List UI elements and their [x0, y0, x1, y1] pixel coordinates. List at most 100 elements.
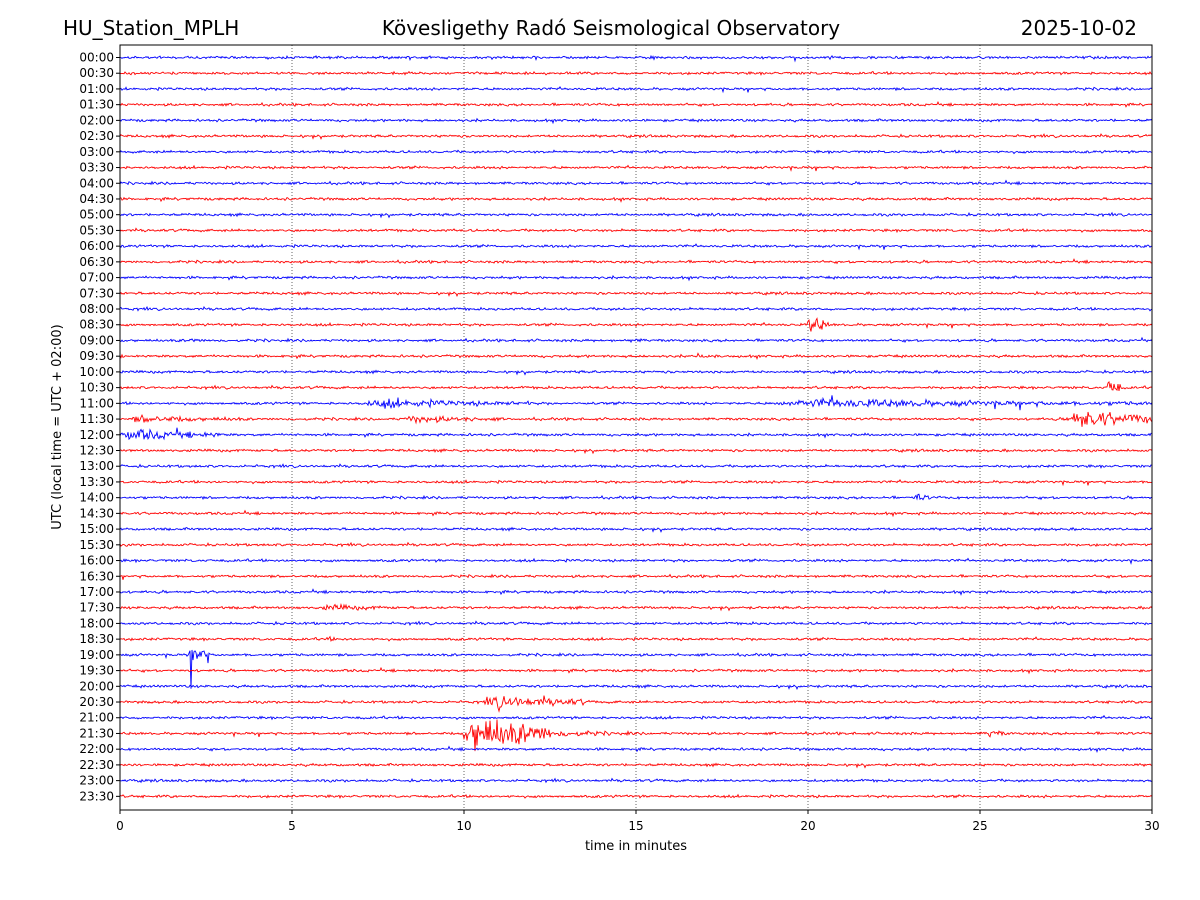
trace-12:00	[119, 427, 1153, 441]
x-tick-label-15: 15	[628, 819, 643, 833]
y-tick-label-11:30: 11:30	[79, 412, 114, 426]
trace-17:30	[119, 602, 1153, 612]
y-tick-label-03:00: 03:00	[79, 145, 114, 159]
trace-13:00	[119, 463, 1153, 469]
x-ticks: 0 5 10 15 20 25 30	[116, 810, 1160, 833]
trace-11:00	[119, 395, 1153, 411]
x-tick-label-30: 30	[1144, 819, 1159, 833]
y-tick-label-01:00: 01:00	[79, 82, 114, 96]
trace-03:00	[119, 149, 1152, 155]
y-tick-label-17:00: 17:00	[79, 585, 114, 599]
trace-20:30	[119, 695, 1153, 713]
y-tick-label-00:00: 00:00	[79, 51, 114, 65]
trace-23:30	[119, 793, 1153, 799]
y-tick-label-10:30: 10:30	[79, 381, 114, 395]
y-tick-label-11:00: 11:00	[79, 396, 114, 410]
y-tick-label-21:00: 21:00	[79, 711, 114, 725]
y-tick-label-09:00: 09:00	[79, 333, 114, 347]
trace-05:00	[119, 211, 1153, 219]
y-tick-label-04:30: 04:30	[79, 192, 114, 206]
trace-13:30	[119, 479, 1153, 487]
y-tick-label-18:30: 18:30	[79, 632, 114, 646]
y-tick-label-17:30: 17:30	[79, 601, 114, 615]
y-tick-label-01:30: 01:30	[79, 98, 114, 112]
trace-09:00	[119, 336, 1153, 344]
y-tick-label-15:30: 15:30	[79, 538, 114, 552]
x-axis-label: time in minutes	[585, 839, 687, 854]
x-tick-label-20: 20	[800, 819, 815, 833]
y-tick-label-07:00: 07:00	[79, 271, 114, 285]
y-tick-label-22:30: 22:30	[79, 758, 114, 772]
y-tick-label-06:30: 06:30	[79, 255, 114, 269]
trace-03:30	[119, 164, 1153, 172]
y-tick-label-18:00: 18:00	[79, 616, 114, 630]
y-tick-label-23:30: 23:30	[79, 789, 114, 803]
trace-01:00	[119, 86, 1153, 94]
y-tick-label-06:00: 06:00	[79, 239, 114, 253]
y-tick-label-19:30: 19:30	[79, 664, 114, 678]
trace-07:30	[119, 290, 1153, 298]
trace-19:00	[119, 649, 1153, 689]
y-tick-label-19:00: 19:00	[79, 648, 114, 662]
y-tick-label-16:30: 16:30	[79, 569, 114, 583]
y-tick-label-16:00: 16:00	[79, 554, 114, 568]
y-tick-label-07:30: 07:30	[79, 286, 114, 300]
trace-11:30	[119, 411, 1153, 427]
trace-10:00	[119, 369, 1153, 376]
trace-02:30	[119, 133, 1153, 140]
y-tick-label-02:30: 02:30	[79, 129, 114, 143]
y-tick-label-02:00: 02:00	[79, 113, 114, 127]
y-tick-label-13:30: 13:30	[79, 475, 114, 489]
trace-02:00	[119, 117, 1153, 125]
chart-date: 2025-10-02	[1021, 16, 1137, 40]
trace-05:30	[119, 227, 1153, 234]
trace-00:30	[119, 70, 1153, 76]
trace-23:00	[119, 777, 1153, 784]
trace-09:30	[119, 352, 1153, 361]
trace-21:00	[119, 714, 1153, 721]
y-tick-label-12:30: 12:30	[79, 444, 114, 458]
trace-08:00	[119, 306, 1153, 312]
trace-15:30	[119, 541, 1153, 548]
y-tick-label-05:30: 05:30	[79, 223, 114, 237]
trace-16:30	[119, 573, 1153, 580]
x-tick-label-10: 10	[456, 819, 471, 833]
y-tick-label-23:00: 23:00	[79, 774, 114, 788]
trace-14:30	[119, 509, 1153, 518]
y-tick-label-09:30: 09:30	[79, 349, 114, 363]
trace-01:30	[119, 100, 1153, 108]
plot-frame	[119, 44, 1153, 811]
y-tick-label-14:00: 14:00	[79, 491, 114, 505]
y-axis-label: UTC (local time = UTC + 02:00)	[50, 324, 65, 529]
y-tick-label-20:00: 20:00	[79, 679, 114, 693]
trace-07:00	[119, 275, 1153, 282]
x-tick-label-25: 25	[972, 819, 987, 833]
y-tick-label-04:00: 04:00	[79, 176, 114, 190]
trace-16:00	[119, 557, 1153, 565]
seismogram-traces	[119, 54, 1153, 799]
trace-06:30	[119, 258, 1153, 265]
trace-15:00	[119, 526, 1153, 533]
chart-title: Kövesligethy Radó Seismological Observat…	[382, 16, 840, 40]
trace-20:00	[119, 683, 1153, 691]
x-tick-label-0: 0	[116, 819, 124, 833]
trace-06:00	[119, 243, 1153, 251]
y-tick-label-21:30: 21:30	[79, 726, 114, 740]
trace-18:00	[119, 620, 1153, 627]
trace-17:00	[119, 588, 1153, 596]
y-tick-label-08:00: 08:00	[79, 302, 114, 316]
trace-04:00	[119, 179, 1153, 186]
y-tick-label-10:00: 10:00	[79, 365, 114, 379]
y-tick-label-08:30: 08:30	[79, 318, 114, 332]
x-tick-label-5: 5	[288, 819, 296, 833]
y-tick-label-00:30: 00:30	[79, 66, 114, 80]
y-tick-label-13:00: 13:00	[79, 459, 114, 473]
station-name: HU_Station_MPLH	[63, 16, 239, 40]
trace-08:30	[119, 317, 1153, 332]
trace-22:30	[119, 762, 1153, 769]
trace-18:30	[119, 635, 1153, 642]
y-tick-label-12:00: 12:00	[79, 428, 114, 442]
trace-04:30	[119, 196, 1153, 203]
